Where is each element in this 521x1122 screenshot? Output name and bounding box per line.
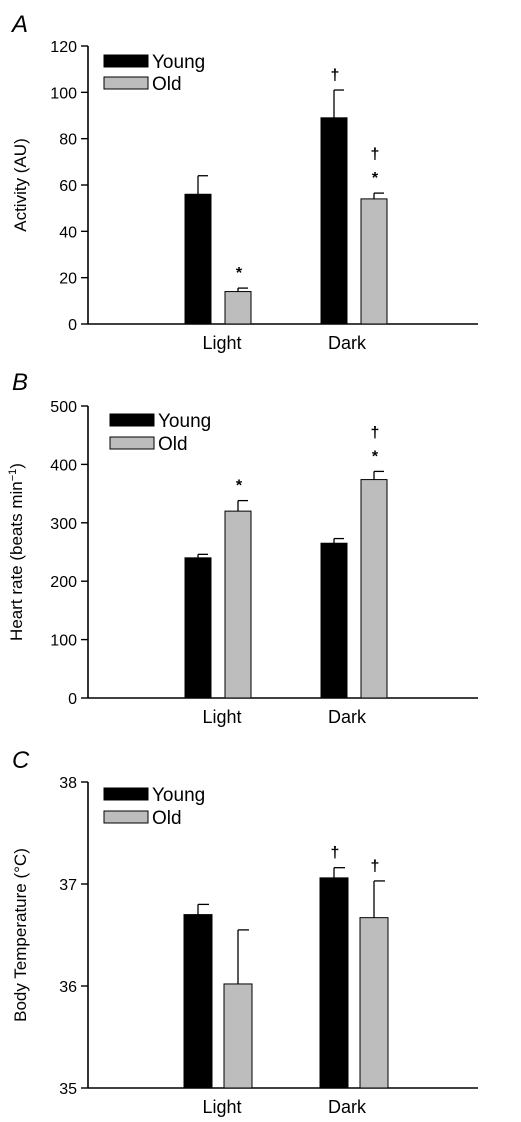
y-tick-label: 37	[59, 877, 77, 894]
y-tick-label: 120	[50, 39, 77, 56]
bar-young-dark	[319, 877, 349, 1089]
y-tick-label: 300	[50, 516, 77, 533]
significance-marker: *	[372, 170, 379, 187]
y-tick-label: 0	[68, 317, 77, 334]
y-tick-label: 40	[59, 224, 77, 241]
significance-marker: *	[372, 448, 379, 465]
legend-label-young: Young	[152, 52, 205, 73]
y-tick-label: 38	[59, 775, 77, 792]
significance-marker: *	[236, 265, 243, 282]
significance-marker: †	[371, 146, 380, 163]
bar-young-dark	[320, 117, 348, 325]
y-axis-label: Heart rate (beats min−1)	[7, 463, 26, 641]
legend-label-old: Old	[152, 74, 182, 95]
y-axis-label-close: )	[7, 463, 26, 469]
bar-old-dark	[360, 479, 388, 699]
y-axis-label-text: Heart rate (beats min	[7, 481, 26, 641]
legend-label-old: Old	[158, 434, 188, 455]
bar-old-dark	[360, 198, 388, 325]
y-axis-label: Activity (AU)	[11, 138, 30, 232]
chart-panel-c: C 35 36 37 38 Body Temperature (°C) Light Dark †…	[11, 747, 478, 1117]
y-tick-label: 100	[50, 85, 77, 102]
y-axis-label-sup: −1	[7, 469, 19, 482]
x-category-label: Dark	[328, 707, 367, 727]
legend-swatch-young	[103, 54, 149, 68]
y-tick-label: 0	[68, 691, 77, 708]
significance-marker: †	[331, 67, 340, 84]
x-category-label: Dark	[328, 333, 367, 353]
legend-swatch-old	[103, 76, 149, 90]
legend-swatch-old	[109, 436, 155, 450]
chart-panel-b: B 0 100 200 300 400 500 Heart rate (beats min−1…	[7, 369, 478, 727]
x-category-label: Light	[202, 707, 241, 727]
y-axis-label-text: Body Temperature (°C)	[11, 848, 30, 1022]
significance-marker: *	[236, 478, 243, 495]
y-axis-label-text: Activity (AU)	[11, 138, 30, 232]
legend-label-young: Young	[158, 411, 211, 432]
significance-marker: †	[371, 858, 380, 875]
bar-young-light	[183, 914, 213, 1089]
y-tick-label: 20	[59, 271, 77, 288]
y-tick-label: 80	[59, 132, 77, 149]
bar-young-dark	[320, 542, 348, 699]
x-category-label: Light	[202, 333, 241, 353]
y-tick-label: 200	[50, 574, 77, 591]
chart-panel-a: A 0 20 40 60 80 100 120 Activity (AU) Light Dark † *…	[10, 11, 478, 353]
bar-old-light	[223, 983, 253, 1089]
panel-letter: B	[12, 369, 28, 396]
panel-letter: C	[12, 747, 30, 774]
legend-label-young: Young	[152, 785, 205, 806]
legend-swatch-young	[109, 413, 155, 427]
y-tick-label: 60	[59, 178, 77, 195]
panel-letter: A	[10, 11, 28, 38]
y-axis-label: Body Temperature (°C)	[11, 848, 30, 1022]
bar-old-light	[224, 510, 252, 699]
bar-old-light	[224, 291, 252, 325]
y-tick-label: 36	[59, 979, 77, 996]
y-tick-label: 500	[50, 399, 77, 416]
y-tick-label: 35	[59, 1081, 77, 1098]
significance-marker: †	[371, 424, 380, 441]
x-category-label: Dark	[328, 1097, 367, 1117]
legend-swatch-old	[103, 810, 149, 824]
bar-young-light	[184, 193, 212, 325]
bar-young-light	[184, 557, 212, 699]
significance-marker: †	[331, 845, 340, 862]
bar-old-dark	[359, 917, 389, 1089]
x-category-label: Light	[202, 1097, 241, 1117]
y-tick-label: 100	[50, 633, 77, 650]
legend-swatch-young	[103, 787, 149, 801]
y-tick-label: 400	[50, 457, 77, 474]
legend-label-old: Old	[152, 808, 182, 829]
